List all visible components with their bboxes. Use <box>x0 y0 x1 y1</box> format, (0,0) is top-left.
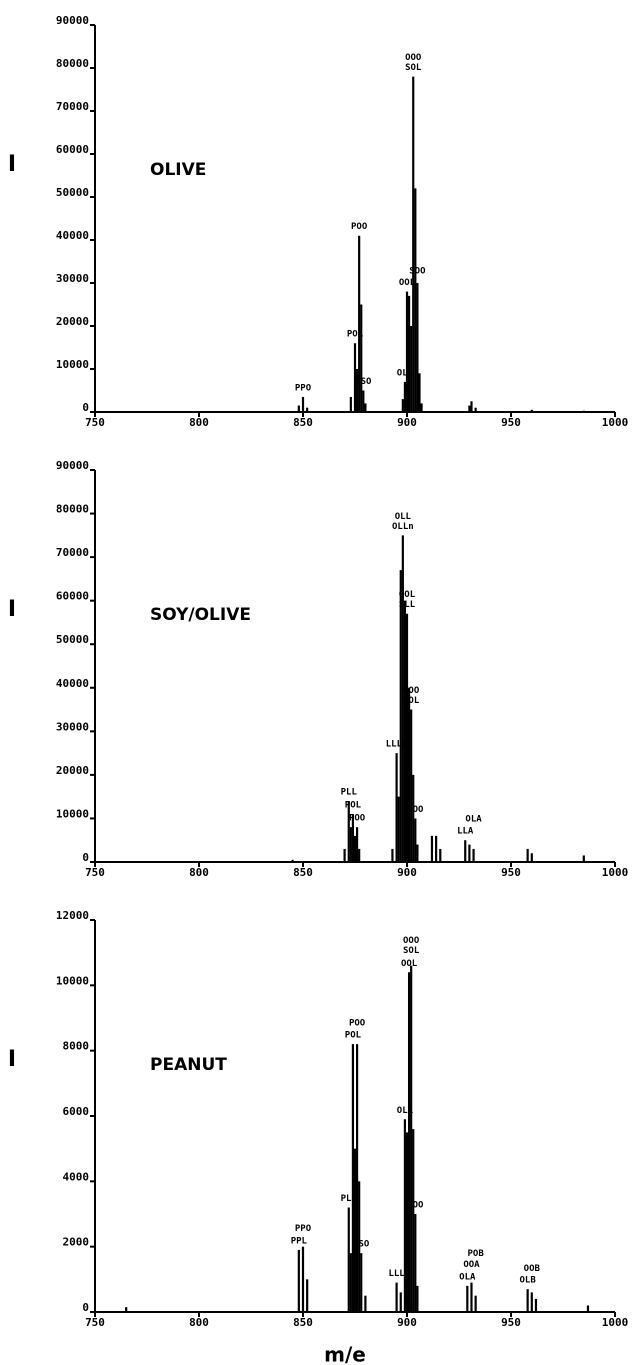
y-tick-label: 50000 <box>56 633 89 646</box>
peak-label: PSO <box>355 377 372 387</box>
y-tick-label: 0 <box>82 401 89 414</box>
x-tick-label: 800 <box>189 416 209 429</box>
peak-label: LLL <box>388 1269 405 1279</box>
peak-label: POO <box>349 814 366 824</box>
peak-label: LLLn <box>386 740 408 750</box>
panel-title: PEANUT <box>150 1055 227 1075</box>
x-tick-label: 750 <box>85 416 105 429</box>
peak-label: PSO <box>353 1240 370 1250</box>
x-tick-label: 950 <box>501 866 521 879</box>
panel-title: SOY/OLIVE <box>150 605 251 625</box>
peak-label: OLL <box>395 512 412 522</box>
peak-label: OOO <box>403 686 420 696</box>
y-tick-label: 10000 <box>56 974 89 987</box>
y-tick-label: 30000 <box>56 720 89 733</box>
y-tick-label: 70000 <box>56 546 89 559</box>
y-axis-label: I <box>8 1047 16 1072</box>
x-tick-label: 900 <box>397 866 417 879</box>
peak-label: OOL <box>399 590 416 600</box>
peak-label: PPO <box>295 1224 312 1234</box>
y-tick-label: 60000 <box>56 143 89 156</box>
y-tick-label: 40000 <box>56 229 89 242</box>
y-tick-label: 0 <box>82 851 89 864</box>
y-tick-label: 8000 <box>63 1040 90 1053</box>
x-tick-label: 1000 <box>602 416 629 429</box>
x-tick-label: 950 <box>501 1316 521 1329</box>
peak-label: OLA <box>465 814 482 824</box>
y-tick-label: 60000 <box>56 590 89 603</box>
x-tick-label: 1000 <box>602 1316 629 1329</box>
y-axis-label: I <box>8 152 16 177</box>
peak-label: OLLn <box>392 522 414 532</box>
y-tick-label: 80000 <box>56 57 89 70</box>
peak-label: LLA <box>457 827 474 837</box>
y-tick-label: 6000 <box>63 1105 90 1118</box>
y-tick-label: 10000 <box>56 807 89 820</box>
peak-label: OOO <box>403 936 420 946</box>
peak-label: OLL <box>397 1106 414 1116</box>
peak-label: SOO <box>407 805 424 815</box>
peak-label: POO <box>351 222 368 232</box>
peak-label: OOA <box>463 1260 480 1270</box>
peak-label: SOO <box>409 267 426 277</box>
peak-label: POL <box>345 1031 362 1041</box>
y-tick-label: 80000 <box>56 503 89 516</box>
x-tick-label: 850 <box>293 416 313 429</box>
peak-label: OLL <box>397 368 414 378</box>
peak-label: PPL <box>291 1236 308 1246</box>
peak-label: OLB <box>520 1276 537 1286</box>
peak-label: PLL <box>341 1194 358 1204</box>
peak-label: SOL <box>405 63 422 73</box>
x-tick-label: 950 <box>501 416 521 429</box>
y-tick-label: 20000 <box>56 315 89 328</box>
peak-label: POL <box>345 801 362 811</box>
y-tick-label: 4000 <box>63 1170 90 1183</box>
x-tick-label: 900 <box>397 416 417 429</box>
x-tick-label: 800 <box>189 1316 209 1329</box>
peak-label: OLA <box>459 1272 476 1282</box>
y-tick-label: 12000 <box>56 909 89 922</box>
x-tick-label: 800 <box>189 866 209 879</box>
peak-label: POB <box>468 1249 485 1259</box>
x-axis-label: m/e <box>324 1343 366 1365</box>
peak-label: SOL <box>403 696 420 706</box>
x-tick-label: 850 <box>293 866 313 879</box>
x-tick-label: 750 <box>85 1316 105 1329</box>
peak-label: PLL <box>341 788 358 798</box>
y-axis-label: I <box>8 597 16 622</box>
y-tick-label: 20000 <box>56 764 89 777</box>
panel-title: OLIVE <box>150 160 206 180</box>
peak-label: POL <box>347 330 364 340</box>
peak-label: SLL <box>399 600 416 610</box>
y-tick-label: 10000 <box>56 358 89 371</box>
x-tick-label: 850 <box>293 1316 313 1329</box>
y-tick-label: 90000 <box>56 459 89 472</box>
x-tick-label: 1000 <box>602 866 629 879</box>
peak-label: OOB <box>524 1264 541 1274</box>
peak-label: POO <box>349 1019 366 1029</box>
x-tick-label: 900 <box>397 1316 417 1329</box>
y-tick-label: 40000 <box>56 677 89 690</box>
peak-label: OOL <box>401 959 418 969</box>
y-tick-label: 50000 <box>56 186 89 199</box>
peak-label: OOO <box>405 53 422 63</box>
y-tick-label: 0 <box>82 1301 89 1314</box>
x-tick-label: 750 <box>85 866 105 879</box>
peak-label: OOL <box>399 278 416 288</box>
peak-label: PPO <box>295 383 312 393</box>
y-tick-label: 2000 <box>63 1236 90 1249</box>
y-tick-label: 70000 <box>56 100 89 113</box>
y-tick-label: 90000 <box>56 14 89 27</box>
y-tick-label: 30000 <box>56 272 89 285</box>
peak-label: SOO <box>407 1201 424 1211</box>
peak-label: SOL <box>403 946 420 956</box>
